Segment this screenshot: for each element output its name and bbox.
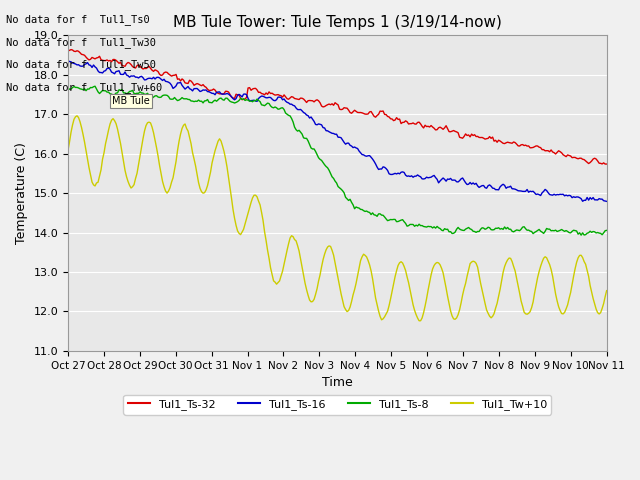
Tul1_Tw+10 <box>417 318 424 324</box>
Tul1_Ts-16 <box>64 58 72 64</box>
Text: No data for f  Tul1_Tw30: No data for f Tul1_Tw30 <box>6 37 156 48</box>
Tul1_Tw+10 <box>73 113 81 119</box>
Tul1_Ts-32 <box>67 47 75 52</box>
Tul1_Tw+10 <box>226 185 234 191</box>
Text: No data for f  Tul1_Ts0: No data for f Tul1_Ts0 <box>6 14 150 25</box>
Text: No data for f  Tul1_Tw50: No data for f Tul1_Tw50 <box>6 60 156 71</box>
Tul1_Ts-8 <box>132 91 140 96</box>
Tul1_Ts-16 <box>300 109 307 115</box>
Line: Tul1_Ts-16: Tul1_Ts-16 <box>68 61 607 202</box>
Tul1_Ts-16 <box>603 199 611 204</box>
Title: MB Tule Tower: Tule Temps 1 (3/19/14-now): MB Tule Tower: Tule Temps 1 (3/19/14-now… <box>173 15 502 30</box>
Tul1_Ts-32 <box>603 161 611 167</box>
Tul1_Tw+10 <box>576 252 584 258</box>
Line: Tul1_Tw+10: Tul1_Tw+10 <box>68 116 607 321</box>
Tul1_Ts-8 <box>64 85 72 91</box>
Tul1_Ts-8 <box>574 231 582 237</box>
Tul1_Ts-32 <box>301 98 309 104</box>
Tul1_Tw+10 <box>64 147 72 153</box>
Tul1_Ts-8 <box>301 135 309 141</box>
Tul1_Ts-16 <box>243 92 250 97</box>
Tul1_Ts-16 <box>130 73 138 79</box>
Tul1_Ts-8 <box>226 98 234 104</box>
Tul1_Ts-32 <box>253 87 261 93</box>
Tul1_Tw+10 <box>244 210 252 216</box>
Line: Tul1_Ts-8: Tul1_Ts-8 <box>68 86 607 235</box>
Tul1_Ts-32 <box>64 48 72 54</box>
Y-axis label: Temperature (C): Temperature (C) <box>15 142 28 244</box>
Tul1_Tw+10 <box>132 176 140 181</box>
Tul1_Ts-16 <box>252 98 259 104</box>
Tul1_Ts-16 <box>573 194 580 200</box>
Tul1_Tw+10 <box>301 280 309 286</box>
Tul1_Ts-16 <box>225 91 232 97</box>
X-axis label: Time: Time <box>322 376 353 389</box>
Tul1_Tw+10 <box>253 194 261 200</box>
Text: MB Tule: MB Tule <box>112 96 150 106</box>
Tul1_Ts-8 <box>91 84 99 89</box>
Text: No data for f  Tul1_Tw+60: No data for f Tul1_Tw+60 <box>6 82 163 93</box>
Tul1_Ts-8 <box>253 96 261 102</box>
Tul1_Ts-8 <box>603 228 611 233</box>
Tul1_Ts-8 <box>244 97 252 103</box>
Tul1_Ts-8 <box>577 232 585 238</box>
Tul1_Ts-32 <box>226 92 234 97</box>
Tul1_Tw+10 <box>603 288 611 294</box>
Line: Tul1_Ts-32: Tul1_Ts-32 <box>68 49 607 164</box>
Tul1_Ts-32 <box>244 85 252 91</box>
Tul1_Ts-32 <box>574 156 582 162</box>
Legend: Tul1_Ts-32, Tul1_Ts-16, Tul1_Ts-8, Tul1_Tw+10: Tul1_Ts-32, Tul1_Ts-16, Tul1_Ts-8, Tul1_… <box>124 395 551 415</box>
Tul1_Ts-32 <box>132 65 140 71</box>
